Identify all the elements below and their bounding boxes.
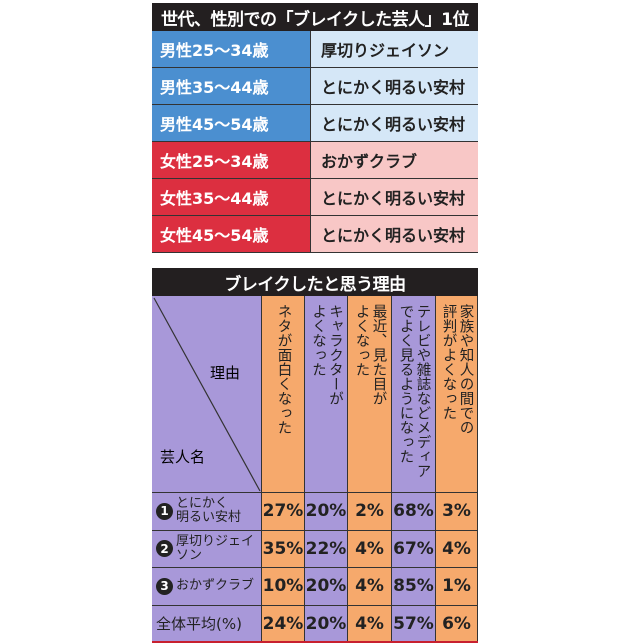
reason-column-header: 最近、見た目が よくなった <box>348 296 392 493</box>
ranking-row: 女性35～44歳 とにかく明るい安村 <box>152 179 478 216</box>
percentage-cell: 2% <box>348 493 392 531</box>
percentage-cell: 24% <box>262 605 305 643</box>
corner-header: 理由 芸人名 <box>152 296 262 493</box>
comedian-name-cell: 2 厚切りジェイソン <box>152 530 262 568</box>
percentage-cell: 10% <box>262 568 305 606</box>
reason-column-header: 家族や知人の間での 評判がよくなった <box>436 296 478 493</box>
percentage-cell: 68% <box>392 493 436 531</box>
rank-badge: 3 <box>156 577 173 595</box>
top-comedian: とにかく明るい安村 <box>311 216 478 252</box>
demographic-label: 男性25～34歳 <box>152 31 311 67</box>
percentage-cell: 4% <box>348 568 392 606</box>
percentage-cell: 35% <box>262 530 305 568</box>
table2-title: ブレイクしたと思う理由 <box>152 268 478 296</box>
rank-badge: 2 <box>156 540 173 558</box>
ranking-row: 女性45～54歳 とにかく明るい安村 <box>152 216 478 253</box>
percentage-cell: 1% <box>436 568 478 606</box>
comedian-name: 全体平均(%) <box>156 614 242 633</box>
bottom-rule <box>152 641 478 643</box>
reason-column-header: テレビや雑誌などメディア でよく見るようになった <box>392 296 436 493</box>
percentage-cell: 20% <box>305 493 348 531</box>
rank-badge: 1 <box>156 502 173 520</box>
percentage-cell: 20% <box>305 605 348 643</box>
percentage-cell: 85% <box>392 568 436 606</box>
diagonal-divider <box>153 297 261 492</box>
comedian-name-cell: 全体平均(%) <box>152 605 262 643</box>
demographic-label: 女性45～54歳 <box>152 216 311 252</box>
table1-title: 世代、性別での「ブレイクした芸人」1位 <box>152 3 478 31</box>
top-comedian: おかずクラブ <box>311 142 478 178</box>
percentage-cell: 67% <box>392 530 436 568</box>
percentage-cell: 20% <box>305 568 348 606</box>
percentage-cell: 57% <box>392 605 436 643</box>
ranking-row: 女性25～34歳 おかずクラブ <box>152 142 478 179</box>
percentage-cell: 6% <box>436 605 478 643</box>
comedian-name: おかずクラブ <box>176 578 255 594</box>
comedian-name: とにかく 明るい安村 <box>176 496 242 526</box>
reason-column-header: キャラクターが よくなった <box>305 296 348 493</box>
percentage-cell: 4% <box>348 530 392 568</box>
comedian-name-cell: 3 おかずクラブ <box>152 568 262 606</box>
top-comedian: とにかく明るい安村 <box>311 179 478 215</box>
comedian-name-cell: 1 とにかく 明るい安村 <box>152 493 262 531</box>
corner-comedian-label: 芸人名 <box>160 448 206 466</box>
percentage-cell: 3% <box>436 493 478 531</box>
percentage-cell: 27% <box>262 493 305 531</box>
ranking-row: 男性25～34歳 厚切りジェイソン <box>152 31 478 68</box>
percentage-cell: 22% <box>305 530 348 568</box>
demographic-label: 女性35～44歳 <box>152 179 311 215</box>
demographic-label: 女性25～34歳 <box>152 142 311 178</box>
demographic-label: 男性45～54歳 <box>152 105 311 141</box>
top-comedian: とにかく明るい安村 <box>311 105 478 141</box>
reason-column-header: ネタが面白くなった <box>262 296 305 493</box>
percentage-cell: 4% <box>348 605 392 643</box>
ranking-row: 男性45～54歳 とにかく明るい安村 <box>152 105 478 142</box>
comedian-name: 厚切りジェイソン <box>176 533 255 563</box>
demographic-label: 男性35～44歳 <box>152 68 311 104</box>
percentage-cell: 4% <box>436 530 478 568</box>
corner-reason-label: 理由 <box>210 364 241 382</box>
top-comedian: 厚切りジェイソン <box>311 31 478 67</box>
top-comedian: とにかく明るい安村 <box>311 68 478 104</box>
ranking-row: 男性35～44歳 とにかく明るい安村 <box>152 68 478 105</box>
